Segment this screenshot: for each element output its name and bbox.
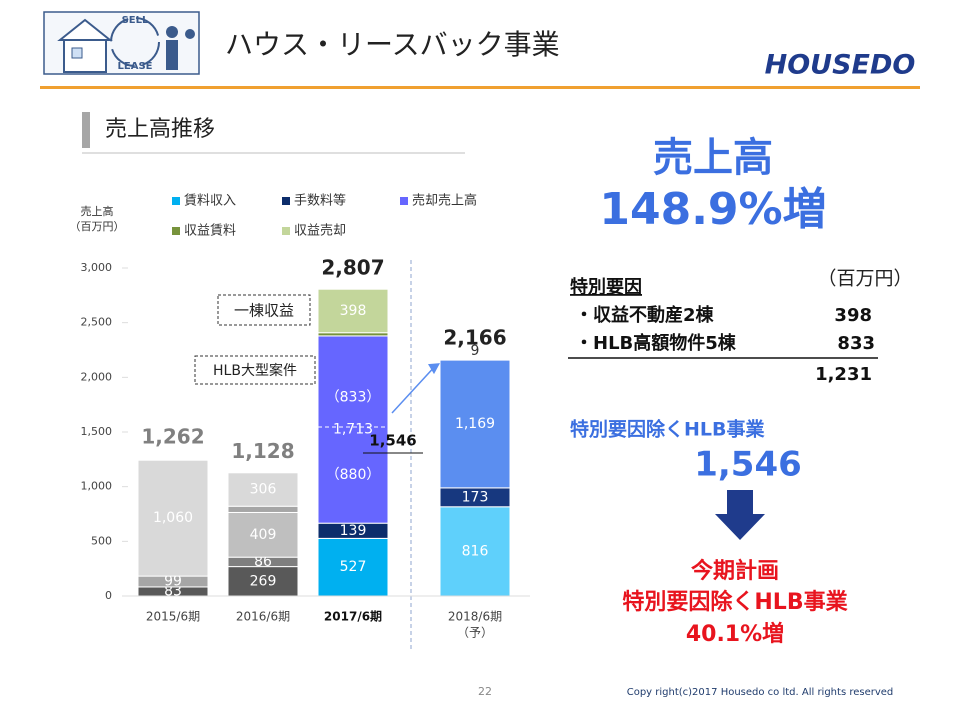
segment-label: 83 <box>164 583 182 599</box>
bar-segment <box>227 505 299 513</box>
y-tick-label: 0 <box>105 589 112 602</box>
core-value: 1,546 <box>694 445 802 485</box>
segment-label: 816 <box>462 543 489 559</box>
split-label: （880） <box>326 467 381 483</box>
copyright: Copy right(c)2017 Housedo co ltd. All ri… <box>627 687 894 698</box>
legend-label: 手数料等 <box>294 193 346 209</box>
lease-label: LEASE <box>118 61 153 72</box>
segment-label: 1,713 <box>333 422 373 438</box>
callout-box <box>217 294 311 326</box>
factor-value: 833 <box>837 333 875 354</box>
total-label: 2,166 <box>443 326 506 350</box>
page-number: 22 <box>478 685 492 698</box>
headline: 148.9%増 <box>599 184 826 235</box>
y-axis-label: （百万円） <box>70 220 125 233</box>
total-label: 1,262 <box>141 425 204 449</box>
y-tick-label: 1,000 <box>81 480 113 493</box>
legend-swatch <box>172 197 180 205</box>
bar-segment <box>317 537 389 597</box>
total-label: 2,807 <box>321 256 384 280</box>
legend-swatch <box>400 197 408 205</box>
x-tick-note: （予） <box>457 626 493 640</box>
factor-value: 398 <box>834 305 872 326</box>
growth-arrowhead <box>428 363 440 375</box>
segment-label: 306 <box>250 482 277 498</box>
legend-label: 収益売却 <box>294 223 346 239</box>
header-rule <box>40 86 920 89</box>
legend-label: 売却売上高 <box>412 193 477 209</box>
legend-swatch <box>282 227 290 235</box>
plan: 今期計画 <box>691 558 779 584</box>
unit: （百万円） <box>817 268 912 290</box>
bar-segment <box>317 288 389 334</box>
legend-swatch <box>282 197 290 205</box>
y-tick-label: 500 <box>91 534 112 547</box>
section-title: 売上高推移 <box>105 117 215 142</box>
segment-label: 9 <box>471 343 480 359</box>
bar-segment <box>227 566 299 597</box>
page-title: ハウス・リースバック事業 <box>225 28 560 61</box>
legend-label: 賃料収入 <box>184 194 236 209</box>
x-tick-label: 2017/6期 <box>324 609 382 624</box>
bar-segment <box>227 472 299 507</box>
y-tick-label: 3,000 <box>81 261 113 274</box>
y-axis-label: 売上高 <box>81 204 114 218</box>
logo: HOUSEDO <box>765 50 916 81</box>
split-label: （833） <box>326 389 381 405</box>
segment-label: 86 <box>254 554 272 570</box>
growth-arrow <box>391 364 437 414</box>
factor-label: ・収益不動産2棟 <box>575 304 715 326</box>
bar-segment <box>439 359 511 489</box>
y-tick-label: 1,500 <box>81 425 113 438</box>
legend-label: 収益賃料 <box>184 224 236 239</box>
split-level-label: 1,546 <box>369 431 416 449</box>
x-tick-label: 2015/6期 <box>146 610 200 624</box>
segment-label: 527 <box>340 559 367 575</box>
segment-label: 269 <box>250 573 277 589</box>
segment-label: 409 <box>250 527 277 543</box>
section-marker <box>82 112 90 148</box>
segment-label: 139 <box>340 523 367 539</box>
factor-label: ・HLB高額物件5棟 <box>575 332 737 354</box>
y-tick-label: 2,000 <box>81 370 113 383</box>
bar-segment <box>317 335 389 524</box>
segment-label: 1,169 <box>455 416 495 432</box>
bar-segment <box>137 459 209 577</box>
y-tick-label: 2,500 <box>81 316 113 329</box>
factor-title: 特別要因 <box>570 276 642 298</box>
plan: 40.1%増 <box>686 621 784 647</box>
plan: 特別要因除くHLB事業 <box>622 589 848 615</box>
x-tick-label: 2018/6期 <box>448 610 502 624</box>
illustration: SELL LEASE <box>43 11 200 75</box>
callout-box <box>194 355 316 385</box>
callout: HLB大型案件 <box>213 362 297 379</box>
sell-label: SELL <box>122 15 149 26</box>
headline: 売上高 <box>653 135 773 181</box>
segment-label: 99 <box>164 574 182 590</box>
segment-label: 1,060 <box>153 510 193 526</box>
bar-segment <box>439 358 511 361</box>
total-label: 1,128 <box>231 439 294 463</box>
legend-swatch <box>172 227 180 235</box>
x-tick-label: 2016/6期 <box>236 610 290 624</box>
segment-label: 173 <box>462 489 489 505</box>
core-title: 特別要因除くHLB事業 <box>570 418 765 441</box>
segment-label: 398 <box>340 303 367 319</box>
down-arrow <box>715 490 765 540</box>
factor-total: 1,231 <box>815 364 872 385</box>
callout: 一棟収益 <box>234 302 294 320</box>
